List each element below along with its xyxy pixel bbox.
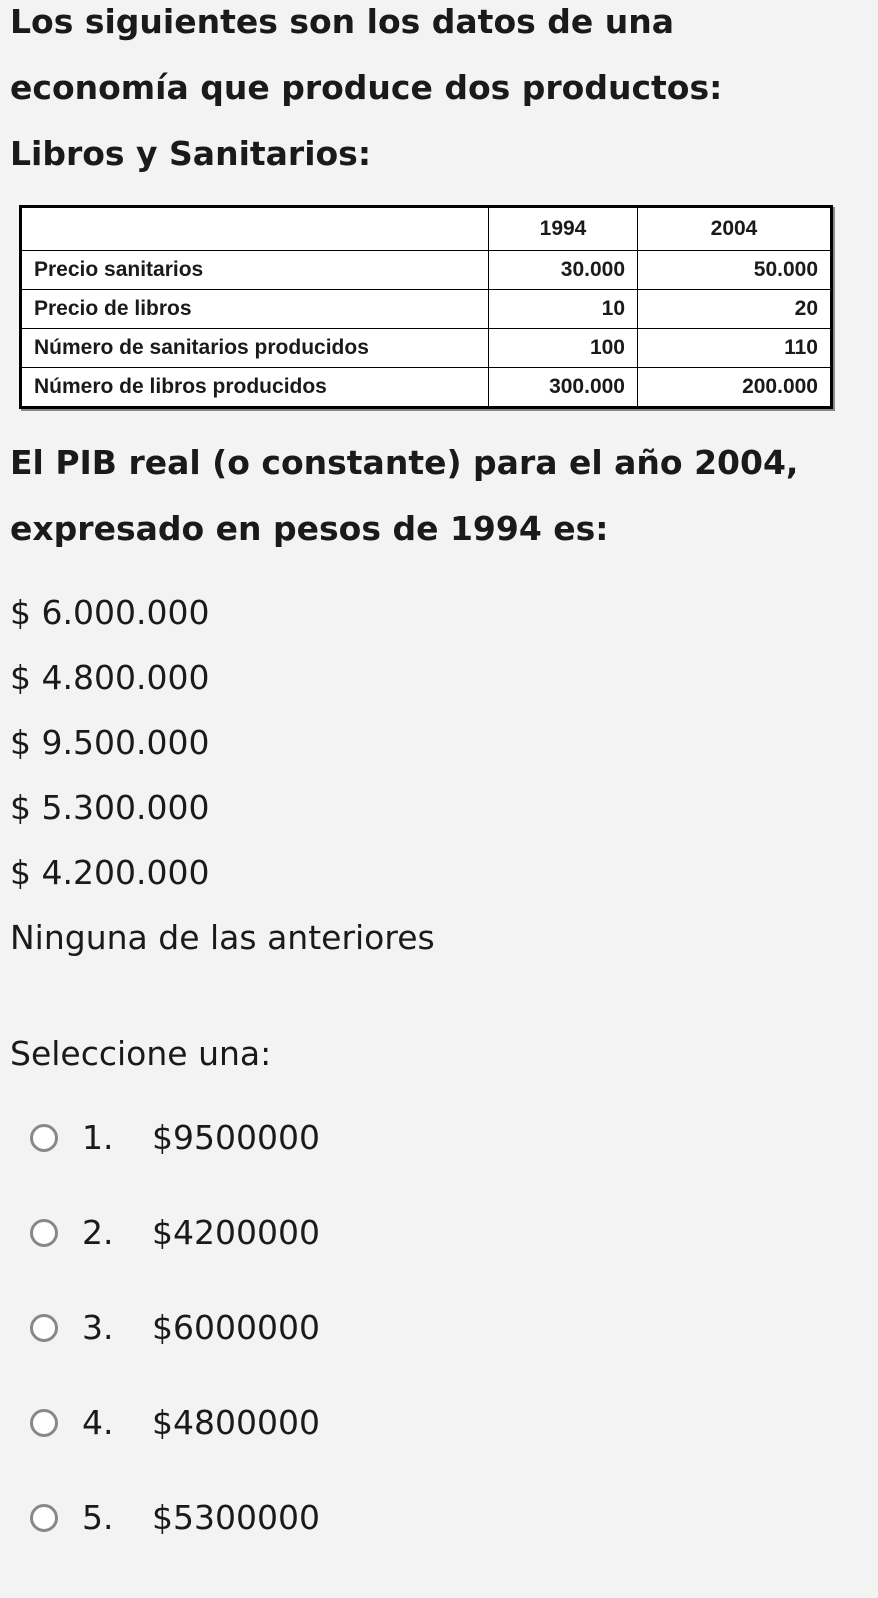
listed-option: Ninguna de las anteriores	[10, 918, 435, 957]
table-header-row: 1994 2004	[20, 206, 832, 251]
answer-choice-3[interactable]: 3. $6000000	[30, 1280, 320, 1375]
listed-option: $ 5.300.000	[10, 788, 210, 827]
intro-line: Los siguientes son los datos de una	[10, 2, 674, 41]
prompt-line: El PIB real (o constante) para el año 20…	[10, 443, 799, 482]
answer-choice-5[interactable]: 5. $5300000	[30, 1470, 320, 1565]
table-cell: 50.000	[637, 250, 832, 290]
choice-label[interactable]: $4200000	[152, 1213, 320, 1252]
choice-label[interactable]: $6000000	[152, 1308, 320, 1347]
radio-button[interactable]	[30, 1123, 58, 1152]
choice-number: 4.	[82, 1403, 114, 1442]
table-cell: 100	[488, 328, 638, 368]
listed-option: $ 4.800.000	[10, 658, 210, 697]
table-cell: Precio sanitarios	[20, 250, 489, 290]
table-cell: 30.000	[488, 250, 638, 290]
listed-option: $ 9.500.000	[10, 723, 210, 762]
choice-label[interactable]: $4800000	[152, 1403, 320, 1442]
table-cell: 300.000	[488, 367, 638, 408]
table-cell: 200.000	[637, 367, 832, 408]
table-cell: Número de sanitarios producidos	[20, 328, 489, 368]
radio-button[interactable]	[30, 1503, 58, 1532]
radio-button[interactable]	[30, 1218, 58, 1247]
listed-option: $ 4.200.000	[10, 853, 210, 892]
answer-choice-4[interactable]: 4. $4800000	[30, 1375, 320, 1470]
data-table: 1994 2004 Precio sanitarios 30.000 50.00…	[19, 205, 833, 409]
question-intro: Los siguientes son los datos de una econ…	[10, 0, 722, 187]
question-prompt: El PIB real (o constante) para el año 20…	[10, 430, 798, 562]
radio-button[interactable]	[30, 1313, 58, 1342]
table-row: Precio sanitarios 30.000 50.000	[20, 250, 832, 290]
choice-number: 2.	[82, 1213, 114, 1252]
table-cell: 20	[637, 289, 832, 329]
answer-choices: 1. $9500000 2. $4200000 3. $6000000 4. $…	[30, 1090, 320, 1565]
radio-button[interactable]	[30, 1408, 58, 1437]
table-cell: Precio de libros	[20, 289, 489, 329]
table-row: Precio de libros 10 20	[20, 289, 832, 329]
answer-choice-2[interactable]: 2. $4200000	[30, 1185, 320, 1280]
table-header	[20, 206, 489, 251]
table-cell: Número de libros producidos	[20, 367, 489, 408]
answer-choice-1[interactable]: 1. $9500000	[30, 1090, 320, 1185]
table-header: 2004	[637, 206, 832, 251]
choice-number: 1.	[82, 1118, 114, 1157]
choice-label[interactable]: $9500000	[152, 1118, 320, 1157]
prompt-line: expresado en pesos de 1994 es:	[10, 509, 609, 548]
table-header: 1994	[488, 206, 638, 251]
choice-label[interactable]: $5300000	[152, 1498, 320, 1537]
table-cell: 10	[488, 289, 638, 329]
listed-option: $ 6.000.000	[10, 593, 210, 632]
intro-line: economía que produce dos productos:	[10, 68, 723, 107]
table-row: Número de libros producidos 300.000 200.…	[20, 367, 832, 408]
listed-options: $ 6.000.000 $ 4.800.000 $ 9.500.000 $ 5.…	[10, 580, 435, 970]
intro-line: Libros y Sanitarios:	[10, 134, 372, 173]
select-label: Seleccione una:	[10, 1034, 272, 1073]
choice-number: 5.	[82, 1498, 114, 1537]
table-row: Número de sanitarios producidos 100 110	[20, 328, 832, 368]
table-cell: 110	[637, 328, 832, 368]
choice-number: 3.	[82, 1308, 114, 1347]
